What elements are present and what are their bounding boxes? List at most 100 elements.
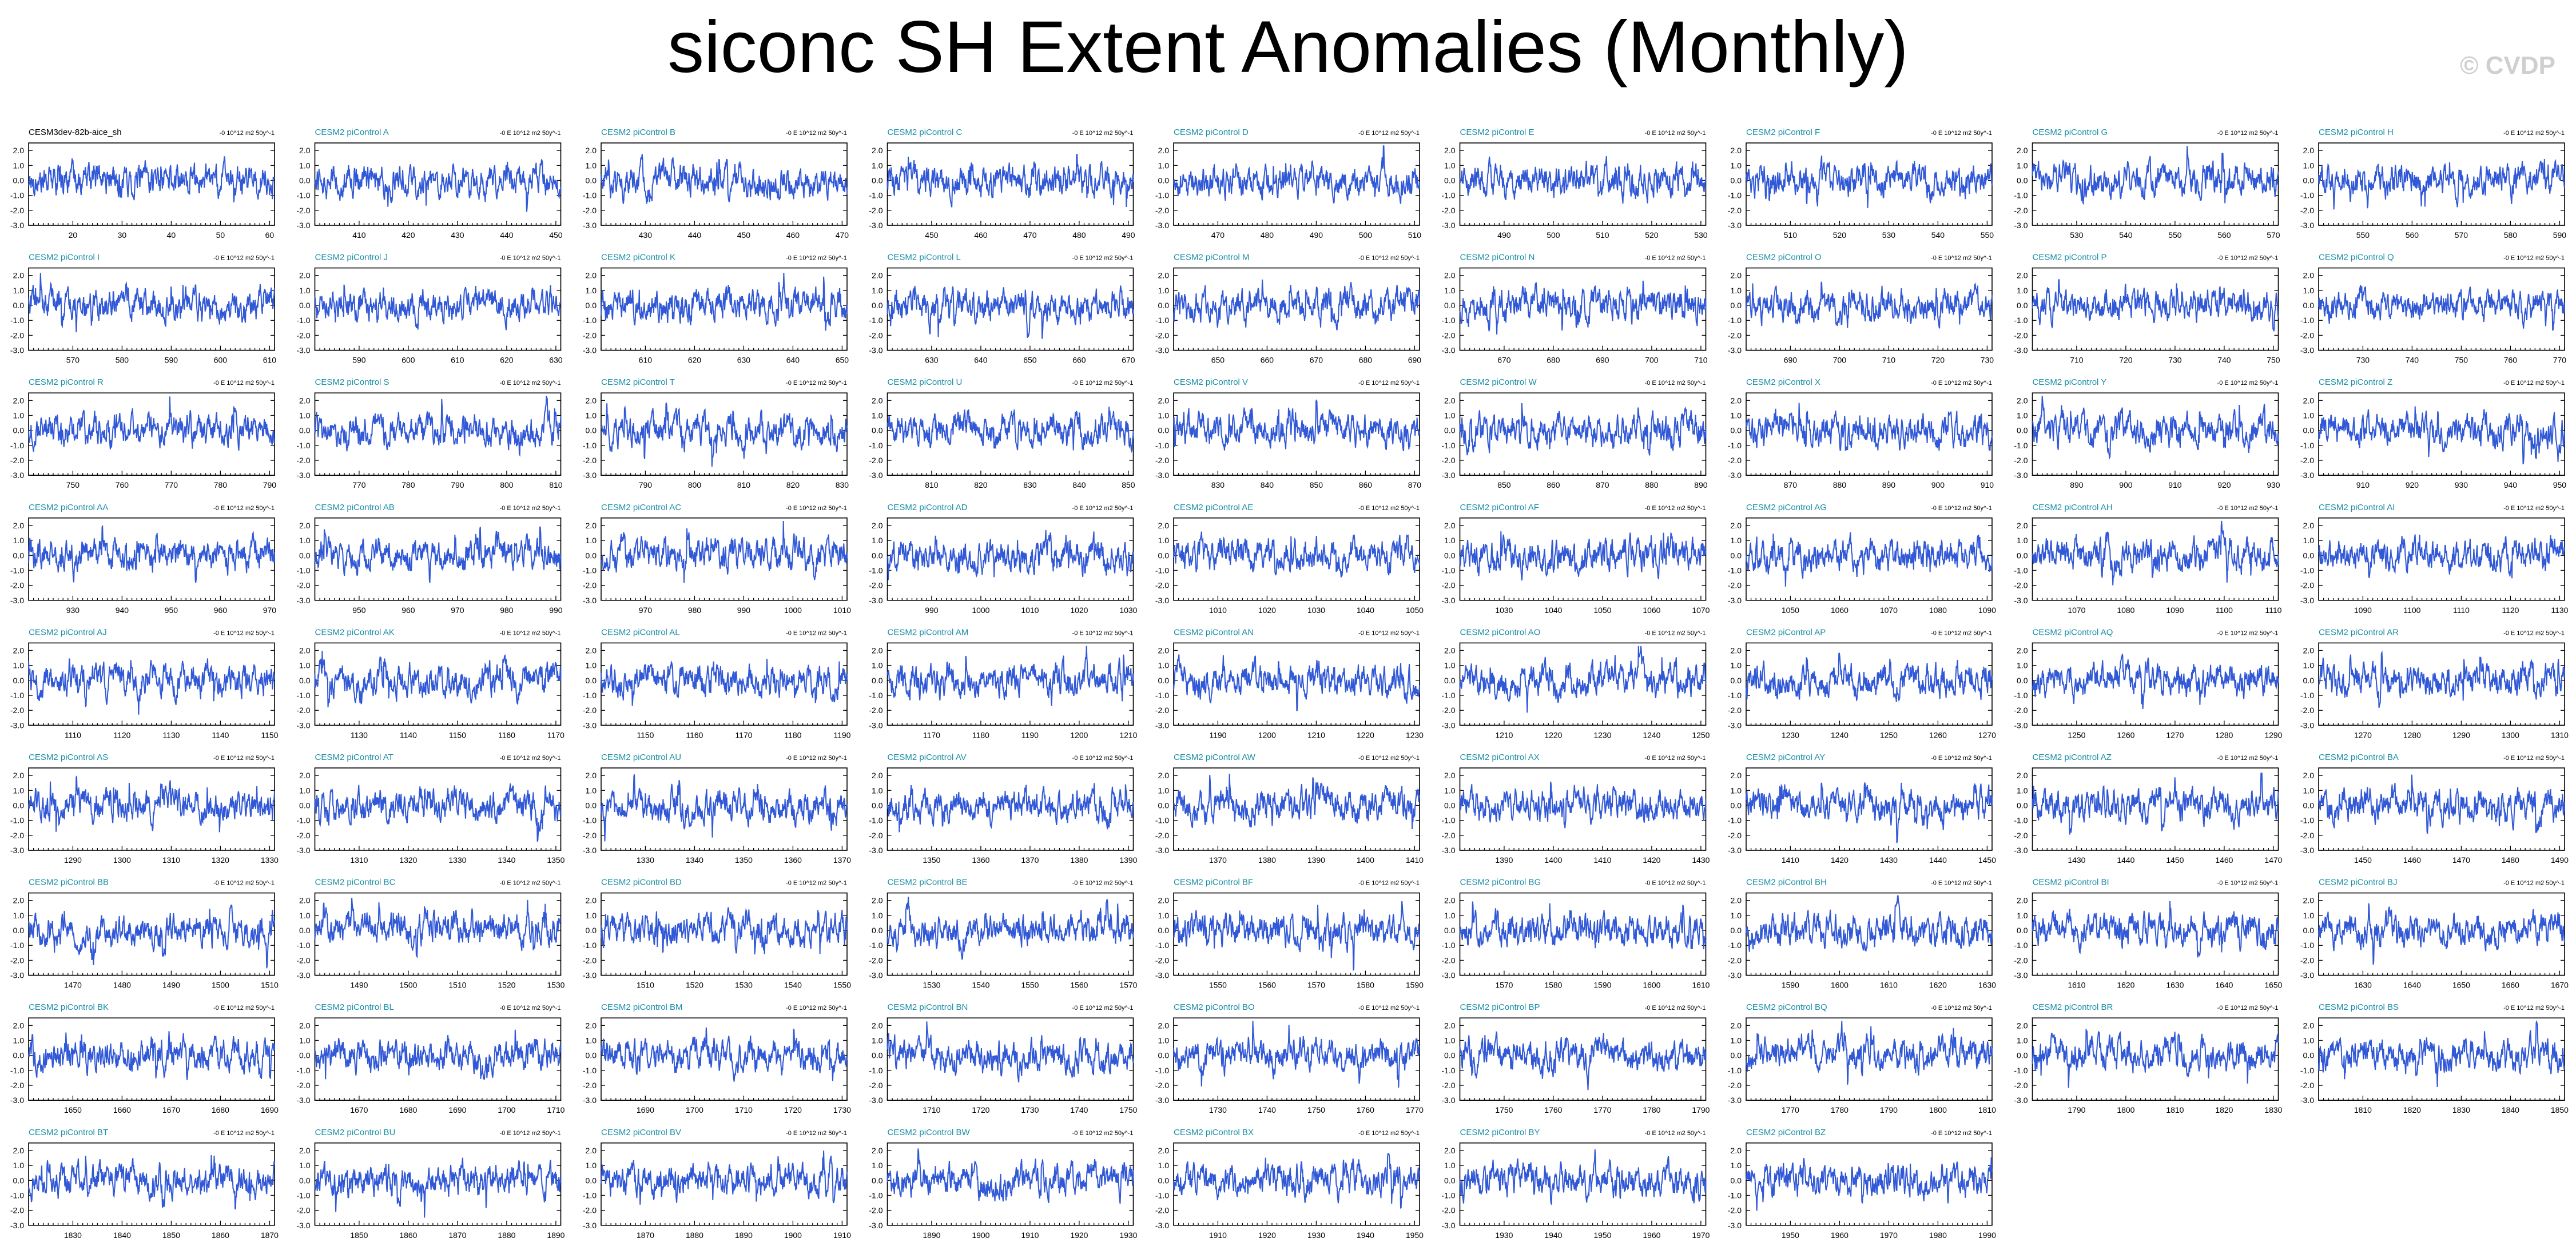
x-tick-label: 600: [214, 356, 228, 365]
panel-units: -0 E 10^12 m2 50y^-1: [786, 130, 847, 137]
x-tick-label: 490: [1122, 230, 1135, 240]
y-tick-label: -2.0: [2014, 331, 2028, 340]
panel-20: CESM2 piControl S -0 E 10^12 m2 50y^-1 2.0…: [296, 377, 562, 489]
panel-title: CESM2 piControl AV: [888, 753, 967, 762]
x-tick-label: 1630: [2166, 981, 2184, 990]
y-tick-label: -2.0: [2014, 956, 2028, 965]
x-tick-label: 1090: [2354, 606, 2372, 615]
x-tick-label: 1160: [686, 730, 703, 739]
x-tick-label: 750: [2267, 356, 2280, 365]
x-tick-label: 30: [118, 230, 127, 240]
x-tick-label: 1330: [261, 855, 279, 865]
y-tick-label: -3.0: [1441, 596, 1455, 605]
x-tick-label: 580: [2504, 230, 2518, 240]
y-tick-label: -1.0: [1155, 441, 1169, 450]
y-tick-label: -2.0: [296, 331, 310, 340]
y-tick-label: 0.0: [872, 551, 883, 560]
x-tick-label: 790: [263, 480, 277, 489]
panel-27: CESM2 piControl Z -0 E 10^12 m2 50y^-1 2.0…: [2300, 377, 2566, 489]
y-tick-label: -3.0: [2300, 346, 2314, 355]
y-tick-label: -2.0: [10, 206, 24, 215]
x-tick-label: 510: [1596, 230, 1609, 240]
x-tick-label: 1470: [2264, 855, 2282, 865]
y-tick-label: -3.0: [869, 221, 882, 230]
panel-42: CESM2 piControl AO -0 E 10^12 m2 50y^-1 2.…: [1441, 627, 1710, 739]
panel-title: CESM2 piControl BK: [29, 1002, 109, 1012]
x-tick-label: 620: [500, 356, 514, 365]
y-tick-label: 0.0: [299, 551, 311, 560]
panel-units: -0 E 10^12 m2 50y^-1: [2217, 255, 2279, 262]
panel-title: CESM2 piControl AX: [1460, 753, 1540, 762]
y-tick-label: 1.0: [1158, 411, 1170, 420]
x-tick-label: 1210: [1119, 730, 1137, 739]
y-tick-label: -1.0: [2300, 941, 2314, 950]
y-tick-label: -1.0: [296, 191, 310, 200]
panel-title: CESM2 piControl AM: [888, 627, 969, 637]
y-tick-label: -2.0: [1441, 331, 1455, 340]
panel-39: CESM2 piControl AL -0 E 10^12 m2 50y^-1 2.…: [583, 627, 851, 739]
anomaly-series-line: [2318, 774, 2565, 834]
x-tick-label: 1290: [2264, 730, 2282, 739]
y-tick-label: 0.0: [1731, 551, 1742, 560]
panel-62: CESM2 piControl BI -0 E 10^12 m2 50y^-1 2.…: [2014, 878, 2282, 990]
panel-title: CESM2 piControl AE: [1174, 503, 1253, 512]
y-tick-label: 1.0: [299, 911, 311, 920]
y-tick-label: 1.0: [1444, 161, 1456, 170]
panel-47: CESM2 piControl AT -0 E 10^12 m2 50y^-1 2.…: [296, 753, 565, 865]
y-tick-label: 0.0: [13, 301, 25, 310]
y-tick-label: -2.0: [583, 206, 597, 215]
panel-43: CESM2 piControl AP -0 E 10^12 m2 50y^-1 2.…: [1728, 627, 1996, 739]
y-tick-label: -1.0: [869, 816, 882, 825]
y-tick-label: 0.0: [2017, 301, 2028, 310]
y-tick-label: 1.0: [13, 911, 25, 920]
x-tick-label: 1550: [1209, 981, 1227, 990]
anomaly-series-line: [2318, 650, 2565, 708]
y-tick-label: -3.0: [1728, 471, 1742, 480]
panel-units: -0 E 10^12 m2 50y^-1: [2217, 880, 2279, 887]
y-tick-label: -1.0: [583, 691, 597, 700]
y-tick-label: 1.0: [1444, 411, 1456, 420]
x-tick-label: 590: [2553, 230, 2567, 240]
y-tick-label: -2.0: [869, 831, 882, 840]
x-tick-label: 1400: [1357, 855, 1374, 865]
x-tick-label: 1330: [448, 855, 466, 865]
panel-title: CESM2 piControl BJ: [2319, 878, 2398, 887]
anomaly-series-line: [314, 284, 562, 331]
y-tick-label: -3.0: [1441, 720, 1455, 730]
y-tick-label: 0.0: [2303, 551, 2315, 560]
panel-24: CESM2 piControl W -0 E 10^12 m2 50y^-1 2.0…: [1441, 377, 1707, 489]
panel-55: CESM2 piControl BB -0 E 10^12 m2 50y^-1 2.…: [10, 878, 279, 990]
x-tick-label: 730: [1981, 356, 1994, 365]
y-tick-label: -2.0: [10, 331, 24, 340]
panel-title: CESM2 piControl BG: [1460, 878, 1541, 887]
y-tick-label: -1.0: [296, 691, 310, 700]
panel-10: CESM2 piControl I -0 E 10^12 m2 50y^-1 2.0…: [10, 253, 276, 365]
anomaly-series-line: [1459, 280, 1707, 335]
panel-units: -0 E 10^12 m2 50y^-1: [2503, 505, 2565, 512]
x-tick-label: 1370: [1209, 855, 1227, 865]
y-tick-label: -1.0: [2300, 816, 2314, 825]
y-tick-label: 2.0: [1731, 271, 1742, 280]
y-tick-label: 2.0: [299, 396, 311, 405]
y-tick-label: -2.0: [10, 706, 24, 715]
x-tick-label: 1290: [64, 855, 82, 865]
y-tick-label: -1.0: [1155, 316, 1169, 325]
y-tick-label: -1.0: [869, 316, 882, 325]
y-tick-label: 0.0: [299, 426, 311, 435]
x-tick-label: 980: [500, 606, 514, 615]
y-tick-label: -3.0: [296, 720, 310, 730]
panel-units: -0 E 10^12 m2 50y^-1: [213, 630, 275, 636]
y-tick-label: 2.0: [1444, 646, 1456, 655]
panel-units: -0 E 10^12 m2 50y^-1: [1358, 755, 1420, 762]
y-tick-label: -1.0: [2014, 191, 2028, 200]
panel-units: -0 E 10^12 m2 50y^-1: [786, 380, 847, 387]
y-tick-label: -1.0: [869, 941, 882, 950]
y-tick-label: 1.0: [13, 536, 25, 545]
y-tick-label: -1.0: [869, 691, 882, 700]
x-tick-label: 440: [688, 230, 702, 240]
panel-units: -0 E 10^12 m2 50y^-1: [786, 880, 847, 887]
y-tick-label: 1.0: [299, 786, 311, 795]
y-tick-label: -2.0: [1441, 956, 1455, 965]
y-tick-label: -3.0: [2014, 971, 2028, 980]
y-tick-label: -2.0: [2014, 831, 2028, 840]
